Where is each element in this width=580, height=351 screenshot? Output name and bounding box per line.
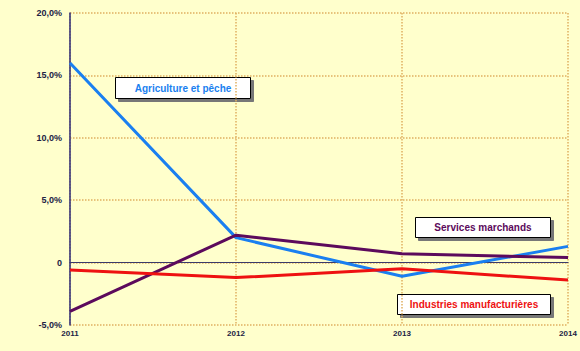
svg-text:2014: 2014 <box>559 329 577 338</box>
svg-text:Agriculture et pêche: Agriculture et pêche <box>135 83 232 94</box>
svg-text:2013: 2013 <box>393 329 411 338</box>
svg-text:0: 0 <box>57 258 62 268</box>
svg-text:15,0%: 15,0% <box>36 70 62 80</box>
svg-text:5,0%: 5,0% <box>41 195 62 205</box>
svg-text:Services marchands: Services marchands <box>434 222 532 233</box>
svg-text:-5,0%: -5,0% <box>38 320 62 330</box>
svg-text:2011: 2011 <box>61 329 79 338</box>
svg-text:10,0%: 10,0% <box>36 133 62 143</box>
svg-text:2012: 2012 <box>227 329 245 338</box>
svg-text:20,0%: 20,0% <box>36 8 62 18</box>
svg-text:Industries manufacturières: Industries manufacturières <box>410 299 539 310</box>
